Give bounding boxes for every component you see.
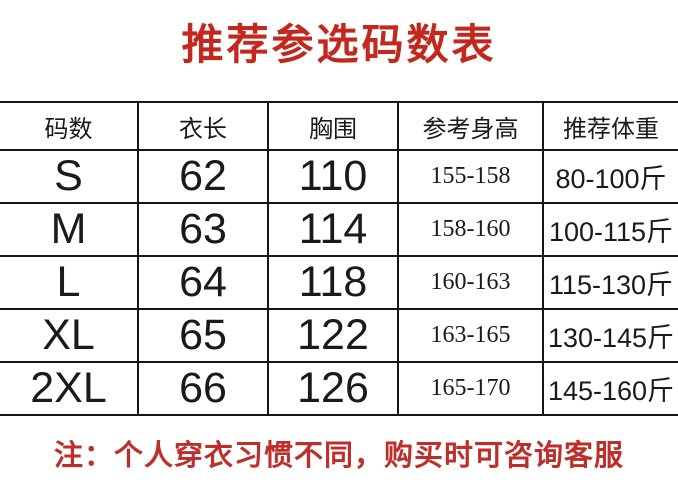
height-cell: 155-158 — [397, 149, 544, 204]
chest-cell: 126 — [267, 361, 399, 416]
table-header-row: 码数 衣长 胸围 参考身高 推荐体重 — [0, 101, 678, 151]
col-header-size: 码数 — [0, 101, 139, 151]
col-header-chest: 胸围 — [267, 101, 399, 151]
length-cell: 63 — [137, 202, 269, 257]
size-cell: XL — [0, 308, 139, 363]
size-cell: S — [0, 149, 139, 204]
weight-cell: 130-145斤 — [542, 308, 678, 363]
size-table: 码数 衣长 胸围 参考身高 推荐体重 S 62 110 155-158 80-1… — [0, 101, 678, 416]
table-row-xl: XL 65 122 163-165 130-145斤 — [0, 308, 678, 363]
chest-cell: 122 — [267, 308, 399, 363]
height-cell: 158-160 — [397, 202, 544, 257]
weight-cell: 145-160斤 — [542, 361, 678, 416]
size-cell: L — [0, 255, 139, 310]
col-header-height: 参考身高 — [397, 101, 544, 151]
size-cell: M — [0, 202, 139, 257]
page-title: 推荐参选码数表 — [181, 23, 497, 69]
length-cell: 64 — [137, 255, 269, 310]
table-row-s: S 62 110 155-158 80-100斤 — [0, 149, 678, 204]
length-cell: 65 — [137, 308, 269, 363]
weight-cell: 115-130斤 — [542, 255, 678, 310]
chest-cell: 114 — [267, 202, 399, 257]
length-cell: 66 — [137, 361, 269, 416]
height-cell: 165-170 — [397, 361, 544, 416]
footnote: 注：个人穿衣习惯不同，购买时可咨询客服 — [53, 440, 624, 472]
col-header-length: 衣长 — [137, 101, 269, 151]
length-cell: 62 — [137, 149, 269, 204]
size-cell: 2XL — [0, 361, 139, 416]
chest-cell: 110 — [267, 149, 399, 204]
table-row-l: L 64 118 160-163 115-130斤 — [0, 255, 678, 310]
height-cell: 160-163 — [397, 255, 544, 310]
chest-cell: 118 — [267, 255, 399, 310]
weight-cell: 80-100斤 — [542, 149, 678, 204]
col-header-weight: 推荐体重 — [542, 101, 678, 151]
table-row-2xl: 2XL 66 126 165-170 145-160斤 — [0, 361, 678, 416]
table-row-m: M 63 114 158-160 100-115斤 — [0, 202, 678, 257]
weight-cell: 100-115斤 — [542, 202, 678, 257]
height-cell: 163-165 — [397, 308, 544, 363]
